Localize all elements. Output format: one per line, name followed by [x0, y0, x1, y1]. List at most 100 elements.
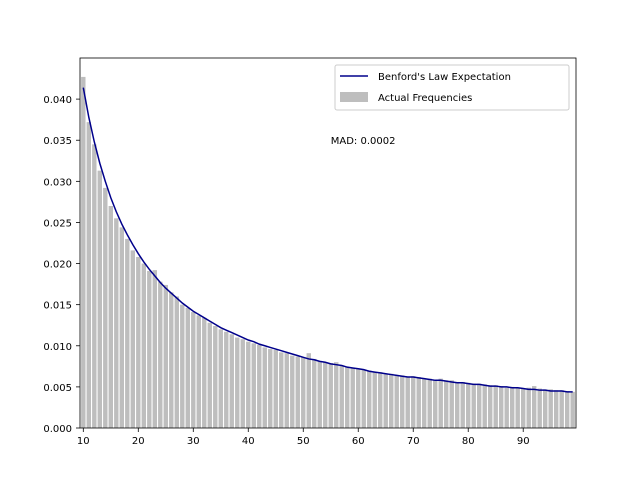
bar-37: [229, 334, 234, 428]
bar-86: [499, 386, 504, 428]
bar-23: [152, 270, 157, 428]
legend-line-label: Benford's Law Expectation: [378, 72, 511, 83]
bar-19: [130, 250, 135, 428]
y-tick-label: 0.040: [43, 95, 72, 106]
bar-47: [284, 353, 289, 428]
bar-36: [224, 331, 229, 428]
bar-22: [147, 270, 152, 428]
bar-67: [394, 375, 399, 428]
bar-79: [460, 381, 465, 428]
bar-41: [251, 343, 256, 428]
bar-58: [345, 367, 350, 428]
bar-69: [405, 377, 410, 428]
bar-49: [295, 356, 300, 428]
bar-90: [521, 388, 526, 428]
bar-42: [257, 344, 262, 428]
bar-84: [488, 385, 493, 428]
y-tick-label: 0.000: [43, 424, 72, 435]
bar-13: [97, 170, 102, 428]
bar-55: [328, 363, 333, 428]
bar-45: [273, 349, 278, 428]
bar-80: [466, 382, 471, 428]
bar-60: [356, 368, 361, 428]
y-tick-label: 0.025: [43, 218, 72, 229]
x-tick-label: 70: [407, 436, 420, 447]
bar-78: [455, 381, 460, 428]
x-tick-label: 80: [462, 436, 475, 447]
bar-77: [449, 380, 454, 428]
bar-61: [361, 369, 366, 428]
bar-65: [383, 373, 388, 428]
bar-46: [279, 352, 284, 428]
bar-95: [548, 389, 553, 428]
bar-51: [306, 353, 311, 428]
bar-97: [559, 390, 564, 428]
bar-48: [290, 355, 295, 428]
bar-56: [334, 362, 339, 428]
bar-57: [339, 365, 344, 428]
bar-53: [317, 361, 322, 428]
bar-43: [262, 347, 267, 428]
bar-82: [477, 383, 482, 428]
bar-44: [268, 349, 273, 428]
y-axis-ticks: 0.000 0.005 0.010 0.015 0.020 0.025 0.030 0.035…: [43, 95, 80, 435]
bar-16: [114, 218, 119, 428]
bar-24: [158, 281, 163, 428]
bar-27: [174, 296, 179, 428]
x-tick-label: 10: [77, 436, 90, 447]
bar-72: [422, 378, 427, 428]
bar-30: [191, 312, 196, 428]
bar-75: [438, 378, 443, 428]
bar-11: [86, 122, 91, 428]
legend: Benford's Law Expectation Actual Frequen…: [334, 64, 570, 111]
bar-70: [411, 376, 416, 428]
bar-28: [180, 304, 185, 428]
bar-26: [169, 292, 174, 428]
bar-73: [427, 378, 432, 428]
bar-33: [207, 322, 212, 428]
bar-10: [81, 76, 86, 429]
bar-76: [444, 380, 449, 428]
benford-line: [82, 87, 573, 393]
bar-63: [372, 372, 377, 428]
legend-bar-swatch: [340, 92, 368, 102]
axes: [79, 57, 577, 429]
bar-35: [218, 329, 223, 428]
x-tick-label: 20: [132, 436, 145, 447]
x-tick-label: 90: [517, 436, 530, 447]
y-tick-label: 0.020: [43, 260, 72, 271]
bar-29: [185, 307, 190, 428]
bar-94: [543, 389, 548, 428]
bar-38: [235, 337, 240, 428]
bar-64: [378, 372, 383, 428]
bar-12: [92, 144, 97, 429]
bar-50: [301, 357, 306, 428]
y-tick-label: 0.030: [43, 177, 72, 188]
x-tick-label: 50: [297, 436, 310, 447]
bar-40: [246, 341, 251, 428]
bar-93: [537, 388, 542, 428]
y-tick-label: 0.035: [43, 136, 72, 147]
legend-bar-label: Actual Frequencies: [378, 93, 472, 104]
bar-31: [196, 315, 201, 428]
bar-99: [570, 391, 575, 428]
bar-59: [350, 367, 355, 428]
bar-39: [240, 339, 245, 428]
plot-frame: [79, 57, 577, 429]
bar-34: [213, 326, 218, 428]
bar-81: [471, 383, 476, 428]
bar-89: [515, 387, 520, 428]
mad-annotation: MAD: 0.0002: [331, 136, 396, 147]
bar-15: [108, 206, 113, 428]
bar-98: [565, 391, 570, 428]
bar-54: [323, 362, 328, 428]
x-tick-label: 40: [242, 436, 255, 447]
x-tick-label: 30: [187, 436, 200, 447]
bar-20: [136, 256, 141, 428]
bar-52: [312, 358, 317, 428]
bar-18: [125, 238, 130, 428]
legend-box: [334, 64, 570, 111]
bar-83: [482, 384, 487, 428]
bar-25: [163, 284, 168, 428]
